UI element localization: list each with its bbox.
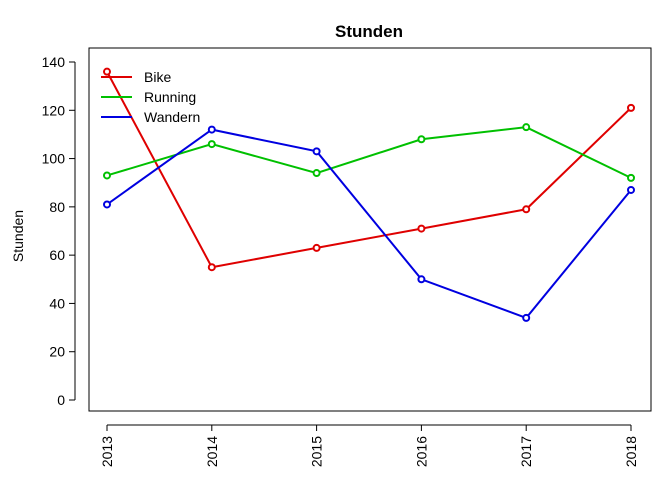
y-tick-label: 20	[49, 344, 65, 360]
y-tick-label: 100	[42, 151, 66, 167]
series-bike	[103, 67, 635, 272]
data-point	[207, 125, 216, 134]
y-tick-label: 120	[42, 102, 66, 118]
series-wandern	[103, 125, 635, 322]
legend-label: Bike	[144, 69, 171, 85]
legend-label: Wandern	[144, 109, 200, 125]
data-point	[312, 243, 321, 252]
data-point	[417, 275, 426, 284]
data-point	[103, 200, 111, 209]
data-point	[627, 173, 635, 182]
chart-title: Stunden	[335, 22, 403, 41]
x-tick-label: 2015	[309, 436, 325, 467]
data-point	[312, 169, 321, 178]
series-line	[106, 71, 632, 269]
y-tick-label: 60	[49, 247, 65, 263]
y-tick-label: 80	[49, 199, 65, 215]
axes: 0 20 40 60 80 100 120 140 2013 2014 2015 2016 2017 20…	[42, 47, 652, 467]
series-running	[103, 123, 635, 182]
data-point	[522, 313, 531, 322]
data-point	[417, 135, 426, 144]
x-tick-label: 2014	[204, 436, 220, 467]
data-point	[417, 224, 426, 233]
data-point	[312, 147, 321, 156]
legend-label: Running	[144, 89, 196, 105]
data-point	[522, 123, 531, 132]
data-point	[522, 205, 531, 214]
y-tick-label: 40	[49, 295, 65, 311]
x-tick-label: 2018	[623, 436, 639, 467]
data-point	[207, 263, 216, 272]
legend: Bike Running Wandern	[101, 69, 200, 125]
plot-frame	[88, 47, 652, 412]
data-point	[627, 185, 635, 194]
y-tick-label: 0	[57, 392, 65, 408]
series-layer	[103, 67, 635, 322]
data-point	[103, 171, 111, 180]
x-tick-label: 2016	[413, 436, 429, 467]
data-point	[103, 67, 111, 76]
data-point	[627, 103, 635, 112]
data-point	[207, 140, 216, 149]
series-line	[106, 128, 632, 320]
series-line	[106, 126, 632, 179]
y-tick-label: 140	[42, 54, 66, 70]
x-tick-label: 2017	[518, 436, 534, 467]
x-tick-label: 2013	[99, 436, 115, 467]
y-axis-label: Stunden	[10, 210, 26, 262]
